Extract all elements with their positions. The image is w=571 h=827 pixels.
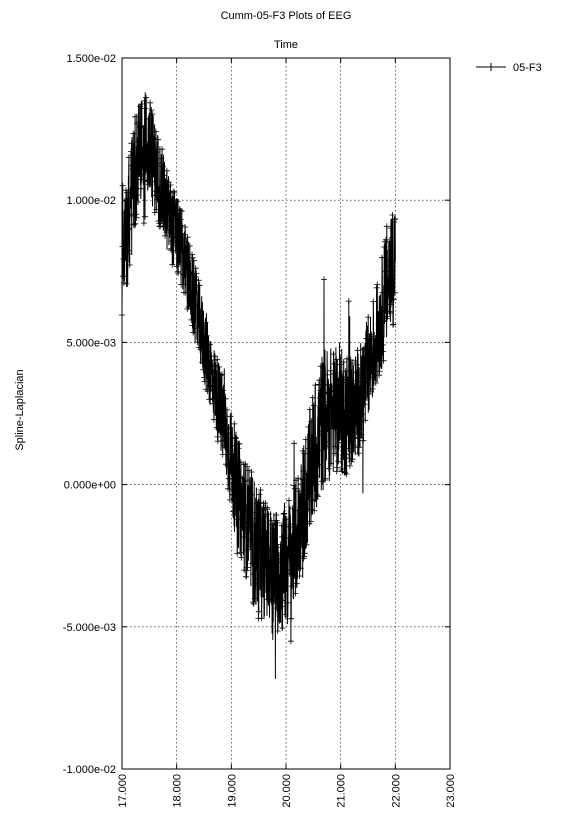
x-ticks: 17.000 18.000 19.000 20.000 21.000 22.000 23.0…	[117, 58, 457, 808]
grid-lines	[122, 58, 450, 769]
y-tick-label: -1.000e-02	[63, 764, 116, 776]
x-tick-label: 17.000	[117, 774, 129, 808]
x-tick-label: 23.000	[445, 774, 457, 808]
x-tick-label: 19.000	[226, 774, 238, 808]
legend: 05-F3	[476, 62, 542, 74]
y-tick-label: 1.000e-02	[66, 195, 116, 207]
y-tick-label: -5.000e-03	[63, 622, 116, 634]
y-tick-label: 5.000e-03	[66, 337, 116, 349]
x-tick-label: 21.000	[336, 774, 348, 808]
x-tick-label: 22.000	[390, 774, 402, 808]
y-tick-label: 0.000e+00	[64, 480, 116, 492]
legend-label: 05-F3	[513, 62, 542, 74]
y-axis-label: Spline-Laplacian	[14, 369, 26, 450]
x-tick-label: 20.000	[281, 774, 293, 808]
chart-title: Cumm-05-F3 Plots of EEG	[221, 10, 352, 22]
legend-marker	[487, 63, 495, 71]
x-tick-label: 18.000	[172, 774, 184, 808]
series-05-F3	[119, 92, 399, 679]
x-axis-label: Time	[274, 39, 298, 51]
y-tick-label: 1.500e-02	[66, 53, 116, 65]
series-line	[121, 92, 396, 679]
y-ticks: -1.000e-02 -5.000e-03 0.000e+00 5.000e-03 1.…	[63, 53, 450, 776]
